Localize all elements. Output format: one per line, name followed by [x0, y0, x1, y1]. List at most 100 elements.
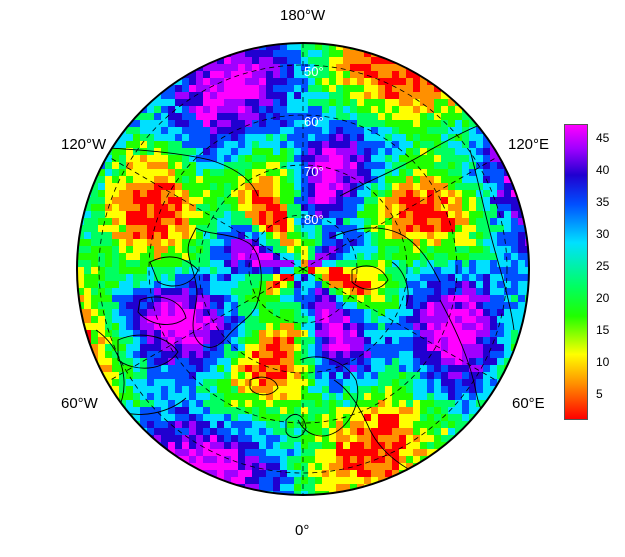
- data-cell: [84, 295, 91, 302]
- data-cell: [392, 169, 399, 176]
- data-cell: [161, 176, 168, 183]
- data-cell: [350, 365, 357, 372]
- data-cell: [231, 295, 238, 302]
- data-cell: [434, 190, 441, 197]
- data-cell: [364, 358, 371, 365]
- data-cell: [238, 64, 245, 71]
- data-cell: [259, 274, 266, 281]
- data-cell: [168, 316, 175, 323]
- data-cell: [238, 155, 245, 162]
- data-cell: [217, 386, 224, 393]
- data-cell: [385, 71, 392, 78]
- data-cell: [392, 477, 399, 484]
- data-cell: [287, 484, 294, 491]
- data-cell: [308, 43, 315, 50]
- data-cell: [224, 295, 231, 302]
- data-cell: [427, 428, 434, 435]
- data-cell: [462, 183, 469, 190]
- data-cell: [371, 71, 378, 78]
- data-cell: [161, 204, 168, 211]
- data-cell: [490, 365, 497, 372]
- data-cell: [224, 127, 231, 134]
- data-cell: [196, 414, 203, 421]
- data-cell: [112, 316, 119, 323]
- data-cell: [469, 120, 476, 127]
- data-cell: [196, 267, 203, 274]
- data-cell: [406, 260, 413, 267]
- data-cell: [364, 386, 371, 393]
- data-cell: [287, 92, 294, 99]
- data-cell: [420, 225, 427, 232]
- latitude-label-50: 50°: [304, 64, 324, 79]
- data-cell: [259, 393, 266, 400]
- data-cell: [427, 92, 434, 99]
- data-cell: [203, 141, 210, 148]
- data-cell: [175, 113, 182, 120]
- data-cell: [273, 435, 280, 442]
- data-cell: [126, 295, 133, 302]
- data-cell: [497, 162, 504, 169]
- data-cell: [252, 120, 259, 127]
- data-cell: [168, 260, 175, 267]
- data-cell: [364, 365, 371, 372]
- data-cell: [259, 442, 266, 449]
- data-cell: [455, 204, 462, 211]
- data-cell: [322, 85, 329, 92]
- data-cell: [525, 253, 529, 260]
- data-cell: [336, 183, 343, 190]
- data-cell: [322, 176, 329, 183]
- data-cell: [427, 183, 434, 190]
- data-cell: [217, 309, 224, 316]
- data-cell: [105, 358, 112, 365]
- data-cell: [420, 204, 427, 211]
- data-cell: [483, 379, 490, 386]
- data-cell: [308, 477, 315, 484]
- data-cell: [518, 190, 525, 197]
- data-cell: [294, 106, 301, 113]
- data-cell: [119, 316, 126, 323]
- data-cell: [434, 197, 441, 204]
- data-cell: [329, 218, 336, 225]
- data-cell: [189, 239, 196, 246]
- data-cell: [147, 162, 154, 169]
- data-cell: [161, 435, 168, 442]
- data-cell: [427, 190, 434, 197]
- data-cell: [196, 57, 203, 64]
- data-cell: [140, 190, 147, 197]
- data-cell: [280, 197, 287, 204]
- data-cell: [371, 211, 378, 218]
- data-cell: [441, 239, 448, 246]
- data-cell: [189, 225, 196, 232]
- data-cell: [301, 302, 308, 309]
- data-cell: [413, 183, 420, 190]
- data-cell: [399, 302, 406, 309]
- data-cell: [343, 134, 350, 141]
- data-cell: [294, 141, 301, 148]
- data-cell: [441, 351, 448, 358]
- data-cell: [154, 309, 161, 316]
- data-cell: [448, 113, 455, 120]
- data-cell: [203, 106, 210, 113]
- data-cell: [497, 337, 504, 344]
- data-cell: [189, 414, 196, 421]
- data-cell: [385, 162, 392, 169]
- data-cell: [182, 386, 189, 393]
- data-cell: [203, 351, 210, 358]
- data-cell: [462, 232, 469, 239]
- data-cell: [280, 127, 287, 134]
- data-cell: [511, 323, 518, 330]
- data-cell: [322, 253, 329, 260]
- data-cell: [413, 127, 420, 134]
- data-cell: [287, 106, 294, 113]
- data-cell: [126, 204, 133, 211]
- data-cell: [322, 43, 329, 50]
- data-cell: [315, 218, 322, 225]
- data-cell: [231, 148, 238, 155]
- data-cell: [371, 386, 378, 393]
- data-cell: [273, 295, 280, 302]
- data-cell: [119, 253, 126, 260]
- data-cell: [441, 211, 448, 218]
- data-cell: [343, 428, 350, 435]
- data-cell: [343, 351, 350, 358]
- data-cell: [364, 400, 371, 407]
